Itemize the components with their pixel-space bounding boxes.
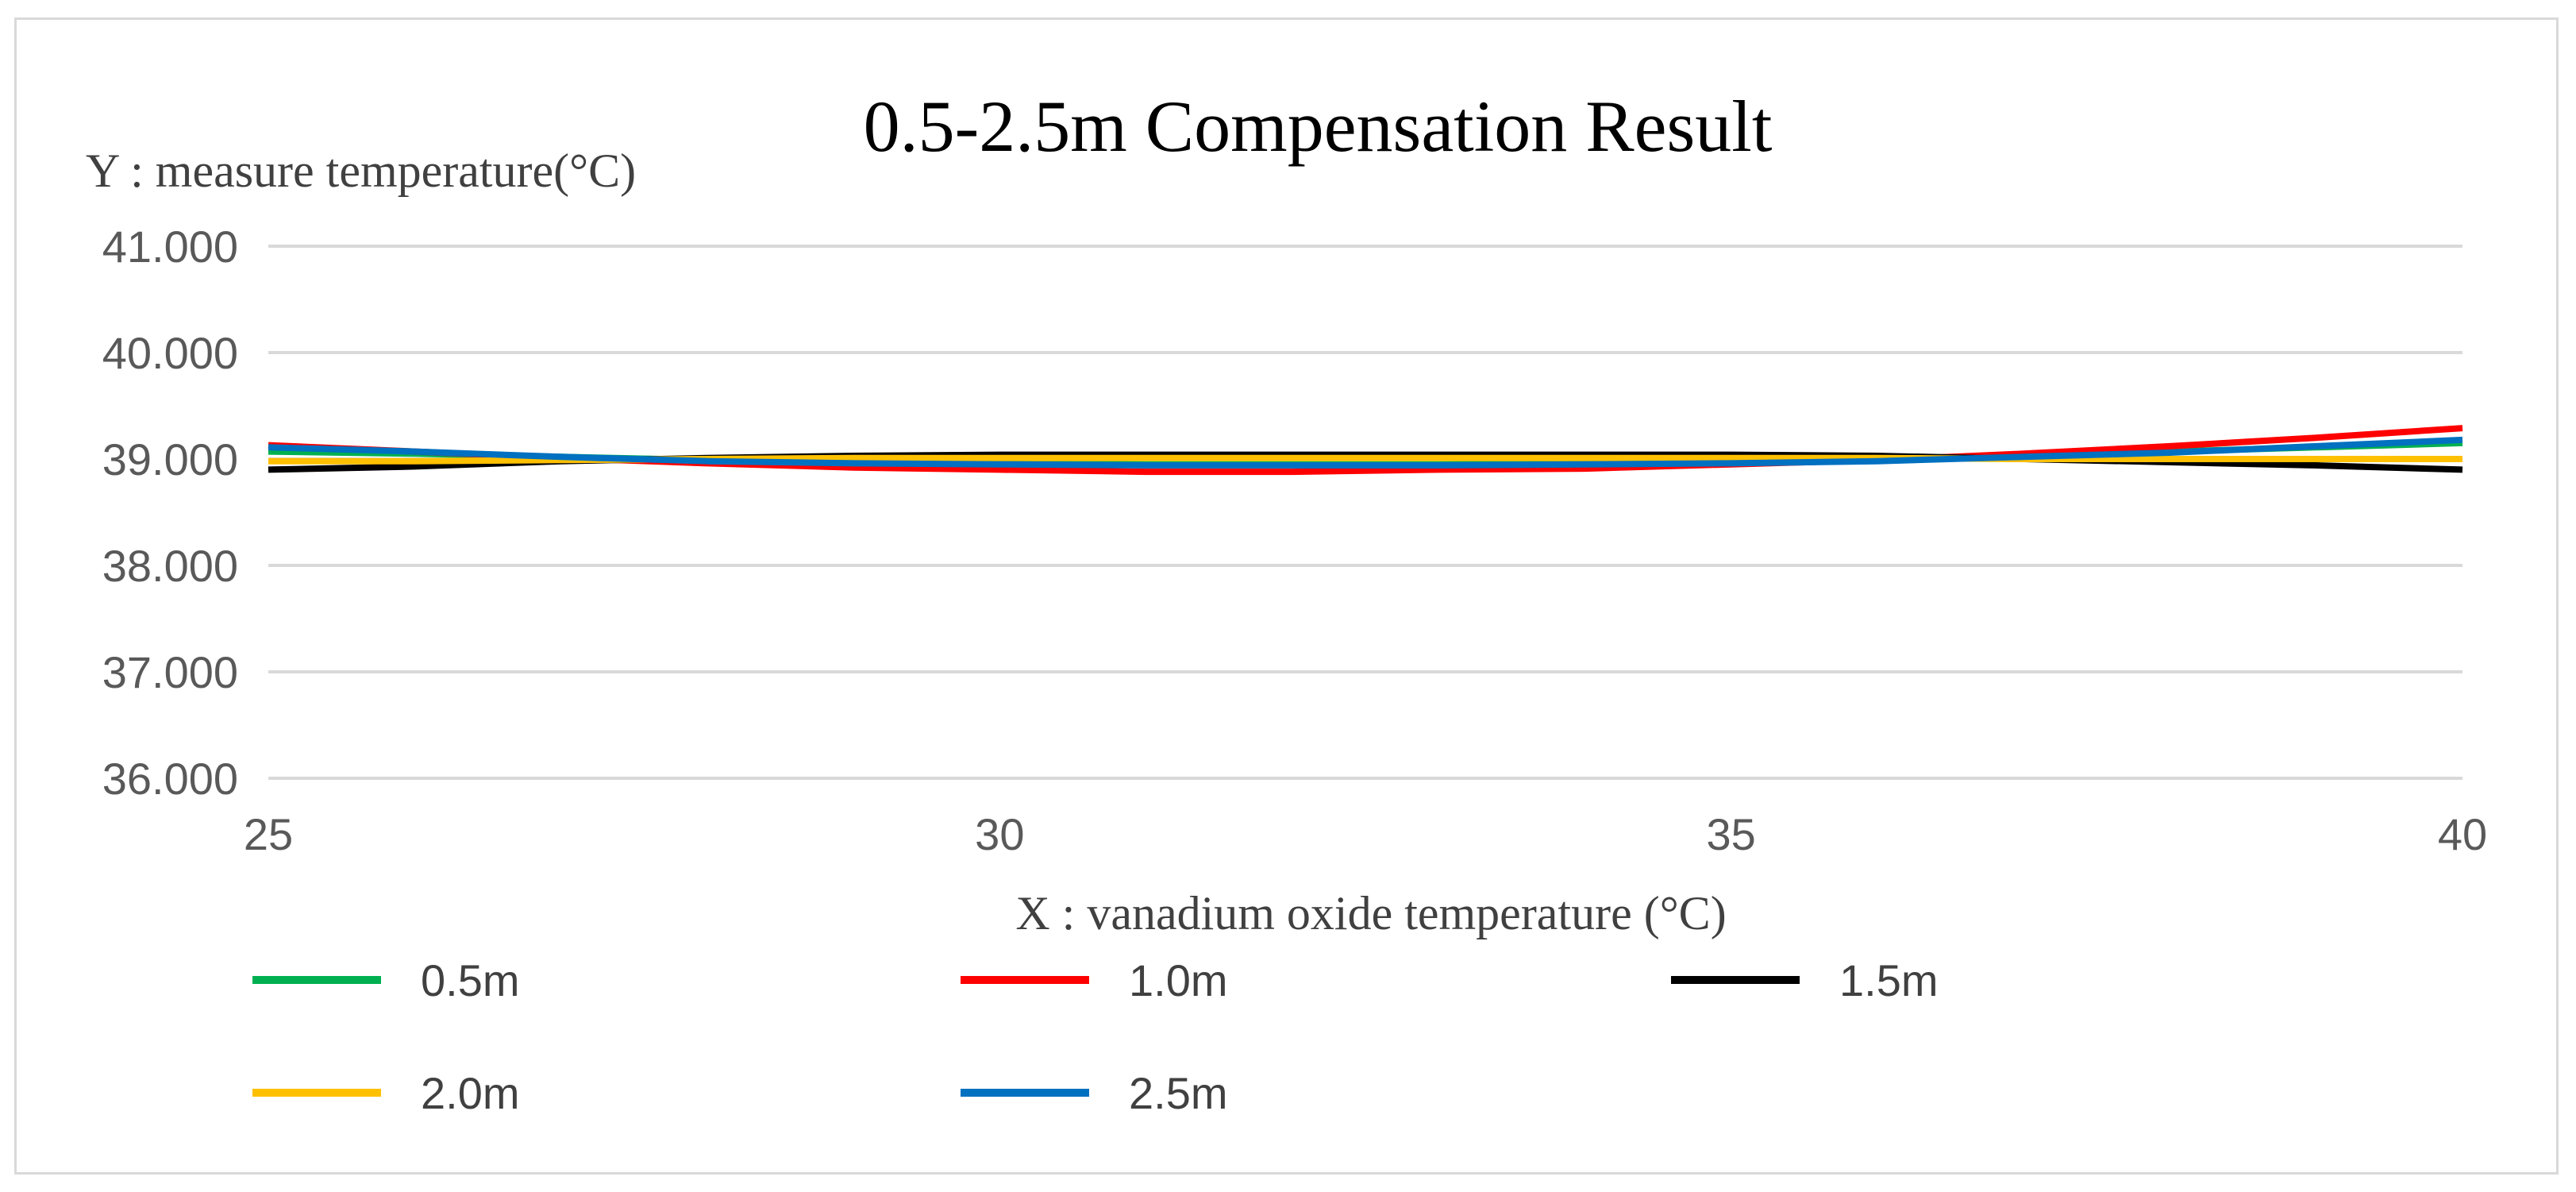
y-tick-label: 39.000 <box>102 434 238 484</box>
x-tick-label: 40 <box>2438 809 2487 859</box>
legend: 0.5m 1.0m 1.5m 2.0m 2.5m <box>252 955 1939 1118</box>
y-tick-label: 41.000 <box>102 222 238 272</box>
legend-label: 1.0m <box>1129 955 1228 1005</box>
legend-item-1.5m: 1.5m <box>1671 955 1939 1005</box>
x-axis-title: X : vanadium oxide temperature (°C) <box>1015 887 1726 939</box>
x-tick-label: 25 <box>244 809 293 859</box>
legend-item-2.5m: 2.5m <box>961 1068 1228 1118</box>
legend-item-0.5m: 0.5m <box>252 955 520 1005</box>
chart-title: 0.5-2.5m Compensation Result <box>864 86 1773 167</box>
legend-label: 1.5m <box>1839 955 1939 1005</box>
y-tick-label: 38.000 <box>102 541 238 591</box>
chart-frame <box>14 17 2559 1175</box>
y-tick-label: 40.000 <box>102 328 238 378</box>
legend-label: 2.5m <box>1129 1068 1228 1118</box>
legend-item-2.0m: 2.0m <box>252 1068 520 1118</box>
y-tick-label: 36.000 <box>102 754 238 804</box>
y-tick-label: 37.000 <box>102 647 238 697</box>
legend-label: 2.0m <box>421 1068 520 1118</box>
series-lines <box>268 425 2463 476</box>
gridlines <box>268 245 2462 780</box>
x-axis-ticks: 25 30 35 40 <box>244 809 2487 859</box>
y-axis-title: Y : measure temperature(°C) <box>86 145 636 197</box>
x-tick-label: 30 <box>975 809 1024 859</box>
legend-item-1.0m: 1.0m <box>961 955 1228 1005</box>
series-line-2.5m <box>268 436 2463 469</box>
legend-label: 0.5m <box>421 955 520 1005</box>
x-tick-label: 35 <box>1707 809 1756 859</box>
y-axis-ticks: 36.000 37.000 38.000 39.000 40.000 41.000 <box>102 222 238 804</box>
